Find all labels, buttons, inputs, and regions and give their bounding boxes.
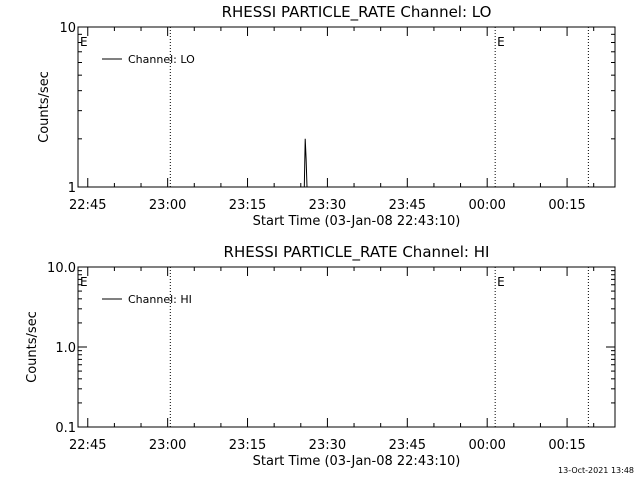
legend-entry: Channel: HI [128, 293, 192, 306]
event-marker-label: E [497, 35, 505, 49]
edge-marker-label: E [80, 35, 88, 49]
x-tick-label: 22:45 [69, 198, 106, 213]
legend-entry: Channel: LO [128, 53, 195, 66]
x-tick-label: 22:45 [69, 438, 106, 453]
x-tick-label: 00:00 [468, 198, 505, 213]
print-timestamp: 13-Oct-2021 13:48 [558, 466, 634, 475]
chart-title-1: RHESSI PARTICLE_RATE Channel: LO [222, 3, 492, 22]
y-axis-label: Counts/sec [37, 71, 52, 143]
x-tick-label: 23:15 [229, 438, 266, 453]
y-axis-label: Counts/sec [25, 311, 40, 383]
x-tick-label: 23:45 [389, 198, 426, 213]
x-tick-label: 00:00 [468, 438, 505, 453]
x-tick-label: 23:30 [309, 438, 346, 453]
plot-frame-1 [78, 27, 615, 187]
x-tick-label: 23:00 [149, 198, 186, 213]
x-tick-label: 23:15 [229, 198, 266, 213]
x-tick-label: 23:45 [389, 438, 426, 453]
plot-frame-2 [78, 267, 615, 427]
x-axis-label: Start Time (03-Jan-08 22:43:10) [253, 214, 461, 229]
y-tick-label: 10.0 [47, 261, 76, 276]
chart-title-2: RHESSI PARTICLE_RATE Channel: HI [224, 243, 490, 262]
y-tick-label: 10 [59, 21, 76, 36]
x-axis-label: Start Time (03-Jan-08 22:43:10) [253, 454, 461, 469]
series-line-channel-lo [304, 139, 307, 187]
x-tick-label: 00:15 [548, 438, 585, 453]
y-tick-label: 1.0 [55, 341, 76, 356]
x-tick-label: 23:00 [149, 438, 186, 453]
edge-marker-label: E [80, 275, 88, 289]
y-tick-label: 1 [68, 181, 76, 196]
y-tick-label: 0.1 [55, 421, 76, 436]
x-tick-label: 00:15 [548, 198, 585, 213]
event-marker-label: E [497, 275, 505, 289]
x-tick-label: 23:30 [309, 198, 346, 213]
